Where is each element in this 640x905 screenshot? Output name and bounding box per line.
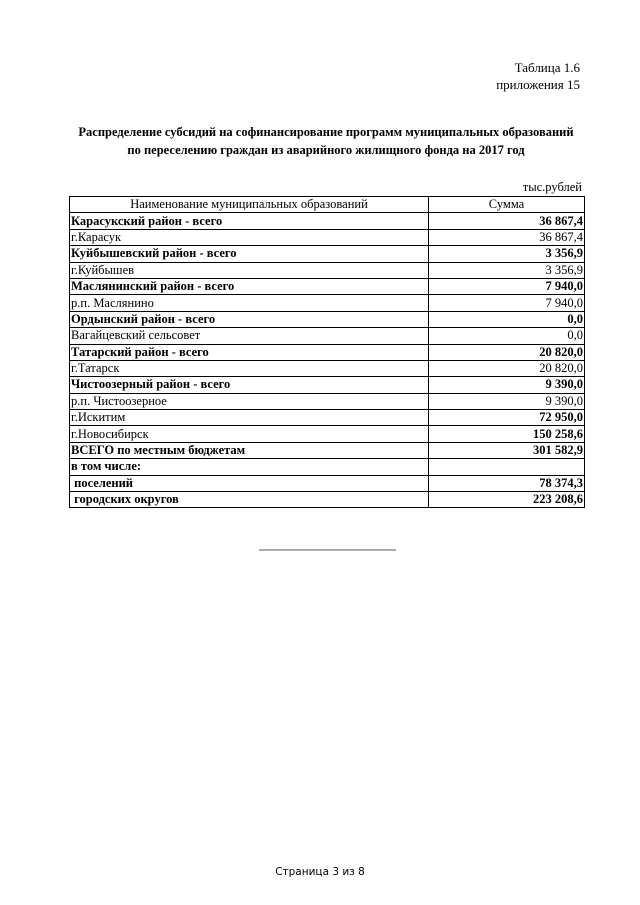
subsidy-amount: 36 867,4 [428,228,585,247]
municipality-name: Чистоозерный район - всего [69,376,429,394]
table-number-label: Таблица 1.6 [514,60,580,75]
table-row: Ордынский район - всего 0,0 [69,310,585,329]
table-row: г.Карасук 36 867,4 [69,228,585,247]
subsidy-amount: 301 582,9 [428,441,585,460]
municipality-name: г.Искитим [69,409,429,427]
column-header-sum: Сумма [428,195,585,214]
municipality-name: ВСЕГО по местным бюджетам [69,441,429,460]
municipality-name: г.Новосибирск [69,425,429,443]
subsidy-amount: 9 390,0 [428,392,585,411]
subsidy-amount: 3 356,9 [428,261,585,279]
table-row: Куйбышевский район - всего 3 356,9 [69,245,585,263]
municipality-name: Ордынский район - всего [69,310,429,329]
unit-label: тыс.рублей [522,180,582,194]
subsidy-amount: 3 356,9 [428,245,585,263]
municipality-name: г.Карасук [69,228,429,247]
column-header-name: Наименование муниципальных образований [69,195,429,214]
municipality-name: в том числе: [69,458,429,476]
subsidy-amount: 78 374,3 [428,474,585,493]
municipality-name: Карасукский район - всего [69,212,429,230]
subsidy-amount: 223 208,6 [428,491,585,509]
table-row: ВСЕГО по местным бюджетам 301 582,9 [69,441,585,460]
table-row: в том числе: [69,458,585,476]
subsidy-amount: 150 258,6 [428,425,585,443]
subsidy-amount [428,458,585,476]
subsidy-amount: 7 940,0 [428,294,585,312]
municipality-name: р.п. Чистоозерное [69,392,429,411]
subsidy-amount: 36 867,4 [428,212,585,230]
municipality-name: р.п. Маслянино [69,294,429,312]
table-row: поселений 78 374,3 [69,474,585,493]
table-row: городских округов 223 208,6 [69,491,585,509]
document-title-line-1: Распределение субсидий на софинансирован… [78,125,574,139]
appendix-label: приложения 15 [496,77,580,92]
municipality-name: г.Куйбышев [69,261,429,279]
table-row: р.п. Маслянино 7 940,0 [69,294,585,312]
municipality-name: Куйбышевский район - всего [69,245,429,263]
subsidy-amount: 0,0 [428,327,585,345]
table-header-row: Наименование муниципальных образований С… [69,195,585,214]
subsidy-table: Наименование муниципальных образований С… [69,195,585,509]
table-row: Вагайцевский сельсовет 0,0 [69,327,585,345]
page-footer: Страница 3 из 8 [275,866,365,878]
table-row: Карасукский район - всего 36 867,4 [69,212,585,230]
municipality-name: поселений [69,474,429,493]
divider-line [259,549,396,551]
municipality-name: Маслянинский район - всего [69,277,429,296]
table-row: г.Новосибирск 150 258,6 [69,425,585,443]
table-row: г.Татарск 20 820,0 [69,359,585,378]
table-row: г.Куйбышев 3 356,9 [69,261,585,279]
municipality-name: городских округов [69,491,429,509]
subsidy-amount: 9 390,0 [428,376,585,394]
municipality-name: Татарский район - всего [69,343,429,361]
table-row: р.п. Чистоозерное 9 390,0 [69,392,585,411]
table-row: г.Искитим 72 950,0 [69,409,585,427]
subsidy-amount: 7 940,0 [428,277,585,296]
municipality-name: г.Татарск [69,359,429,378]
table-row: Маслянинский район - всего 7 940,0 [69,277,585,296]
subsidy-amount: 20 820,0 [428,343,585,361]
document-title-line-2: по переселению граждан из аварийного жил… [127,143,525,157]
table-row: Татарский район - всего 20 820,0 [69,343,585,361]
table-row: Чистоозерный район - всего 9 390,0 [69,376,585,394]
subsidy-amount: 72 950,0 [428,409,585,427]
municipality-name: Вагайцевский сельсовет [69,327,429,345]
subsidy-amount: 20 820,0 [428,359,585,378]
subsidy-amount: 0,0 [428,310,585,329]
